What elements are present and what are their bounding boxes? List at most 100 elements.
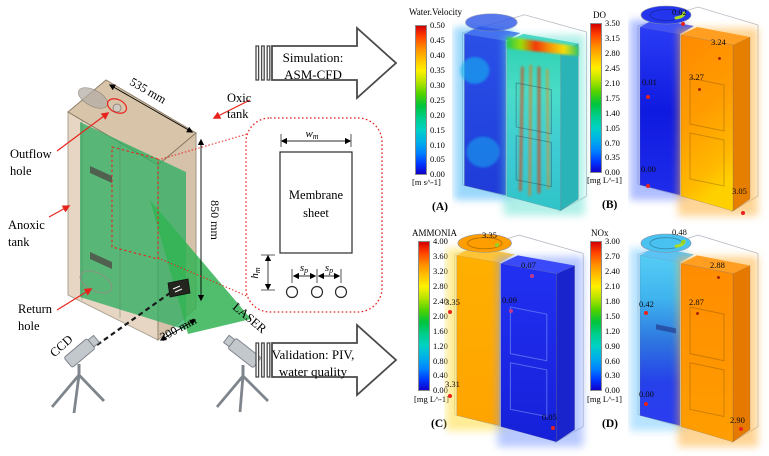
- membrane-detail-inset: Membrane sheet wm hm sp sp: [245, 117, 383, 313]
- detail-dashed-box: [245, 117, 383, 313]
- measure-point-dot: [741, 211, 745, 215]
- annotation: 0.07: [521, 260, 536, 270]
- tank-3d: [67, 79, 251, 342]
- colorbar-D: [590, 241, 602, 391]
- colorbar-title-B: DO: [593, 10, 606, 20]
- annotation: 3.27: [689, 72, 704, 82]
- annotation: 3.24: [711, 37, 726, 47]
- label-return-2: hole: [18, 319, 40, 333]
- membrane-label-1: Membrane: [289, 188, 344, 202]
- annotation: 0.01: [642, 77, 657, 87]
- outflow-cylinder-B: [640, 5, 692, 25]
- measure-point-dot: [448, 394, 452, 398]
- piv-window-axes-icon: [172, 285, 183, 293]
- annotation: 0.05: [542, 412, 557, 422]
- ccd-camera: [50, 334, 106, 414]
- annotation: 3.35: [482, 230, 497, 240]
- outflow-hole-shape: [112, 103, 122, 113]
- annotation: 2.90: [730, 415, 745, 425]
- measure-point-dot: [717, 276, 720, 279]
- panel-A: Water.Velocity 0.50 0.45 0.40 0.35 0.30 0.25 0…: [408, 5, 598, 233]
- colorbar-A: [415, 25, 427, 175]
- membrane-bracket-bottom: [90, 252, 112, 269]
- dim-hm: hm: [249, 267, 262, 279]
- label-arrows: [48, 99, 251, 311]
- simulation-label-2: ASM-CFD: [284, 67, 342, 82]
- measure-point-dot: [681, 240, 685, 244]
- membrane-sheet-rect: [279, 151, 353, 254]
- contour-A: [454, 13, 588, 216]
- validation-label-1: Validation: PIV,: [272, 347, 355, 362]
- contour-B: [630, 5, 759, 216]
- measure-point-dot: [509, 309, 513, 313]
- dimension-lines: [108, 84, 205, 341]
- inner-partition-lines: [81, 120, 121, 318]
- label-return-1: Return: [18, 302, 53, 316]
- laser-device: [215, 334, 269, 413]
- measure-point-dot: [551, 426, 555, 430]
- aerator-hole-2: [310, 285, 324, 299]
- panel-letter-A: (A): [432, 201, 448, 213]
- detail-leader-lines: [157, 133, 248, 297]
- aerator-hole-3: [334, 285, 348, 299]
- measure-point-dot: [646, 184, 650, 188]
- contour-C: [446, 233, 584, 447]
- validation-arrow: Validation: PIV, water quality: [255, 322, 398, 398]
- dim-sp-1: sp: [300, 262, 308, 275]
- colorbar-title-D: NOx: [591, 228, 609, 238]
- annotation: 0.42: [639, 299, 654, 309]
- label-oxic-2: tank: [227, 107, 249, 121]
- colorbar-unit-C: [mg L^-1]: [414, 394, 449, 404]
- colorbar-ticks-B: 3.50 3.15 2.80 2.45 2.10 1.75 1.40 1.05 0.70 0.35…: [605, 18, 620, 178]
- dim-850: 850 mm: [208, 200, 222, 240]
- colorbar-ticks-D: 3.00 2.70 2.40 2.10 1.80 1.50 1.20 0.90 0.60 0.30…: [605, 236, 620, 396]
- annotation: 0.00: [639, 389, 654, 399]
- outflow-cylinder-D: [640, 233, 692, 253]
- dim-wm: wm: [305, 128, 318, 141]
- validation-label-2: water quality: [279, 364, 348, 379]
- annotation: 0.09: [502, 295, 517, 305]
- top-hole-large: [78, 87, 108, 109]
- membrane-bracket-top: [90, 166, 112, 183]
- measure-point-dot: [698, 88, 701, 91]
- membrane-label-2: sheet: [303, 206, 329, 220]
- panel-B: DO 3.50 3.15 2.80 2.45 2.10 1.75 1.40 1.05 0.70 0…: [584, 5, 769, 233]
- measure-point-dot: [644, 311, 648, 315]
- annotation: 3.31: [445, 379, 460, 389]
- annotation: 2.87: [689, 297, 704, 307]
- colorbar-C: [418, 241, 430, 391]
- annotation: 3.35: [445, 297, 460, 307]
- colorbar-unit-B: [mg L^-1]: [587, 175, 622, 185]
- measure-point-dot: [681, 22, 685, 26]
- colorbar-ticks-C: 4.00 3.60 3.20 2.80 2.40 2.00 1.60 1.20 0.80 0.40…: [433, 236, 448, 396]
- panel-D: NOx 3.00 2.70 2.40 2.10 1.80 1.50 1.20 0.90 0.60…: [584, 228, 769, 456]
- measure-point-dot: [530, 274, 534, 278]
- annotation: 0.02: [672, 7, 687, 17]
- outflow-cylinder-C: [457, 233, 512, 253]
- measure-point-dot: [644, 402, 648, 406]
- measure-point-dot: [696, 312, 699, 315]
- colorbar-ticks-A: 0.50 0.45 0.40 0.35 0.30 0.25 0.20 0.15 0.10 0.05…: [430, 20, 445, 180]
- membrane-region-outline: [111, 146, 159, 260]
- annotation: 0.48: [672, 227, 687, 237]
- colorbar-title-A: Water.Velocity: [409, 7, 463, 17]
- measure-point-dot: [718, 57, 721, 60]
- label-anoxic-1: Anoxic: [8, 218, 45, 232]
- label-oxic-1: Oxic: [227, 91, 252, 105]
- measure-point-dot: [739, 427, 743, 431]
- aerator-hole-1: [285, 285, 299, 299]
- panel-letter-C: (C): [431, 418, 447, 430]
- panel-C: AMMONIA 4.00 3.60 3.20 2.80 2.40 2.00 1.60 1.20…: [408, 228, 598, 456]
- panel-letter-B: (B): [602, 199, 618, 211]
- measure-point-dot: [448, 310, 452, 314]
- simulation-arrow: Simulation: ASM-CFD: [255, 25, 398, 101]
- label-outflow-2: hole: [10, 164, 32, 178]
- colorbar-unit-D: [mg L^-1]: [587, 394, 622, 404]
- colorbar-unit-A: [m s^-1]: [412, 177, 441, 187]
- annotation: 2.88: [710, 260, 725, 270]
- label-anoxic-2: tank: [8, 235, 30, 249]
- annotation: 3.05: [732, 186, 747, 196]
- label-outflow-1: Outflow: [10, 147, 52, 161]
- simulation-label-1: Simulation:: [283, 50, 344, 65]
- apparatus-diagram: 535 mm 850 mm 200 mm Oxic tank Outflow h…: [8, 25, 398, 414]
